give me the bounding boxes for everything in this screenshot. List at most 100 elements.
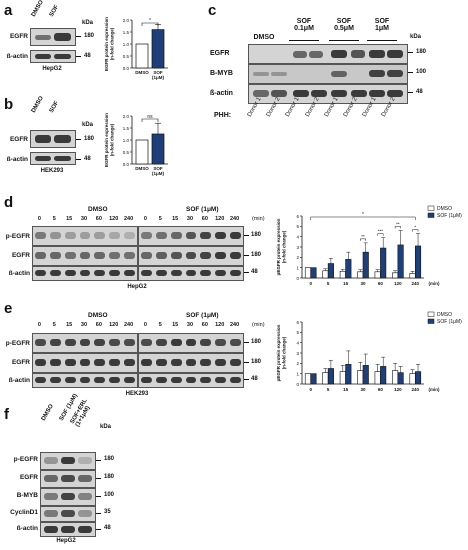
panel-label-f: f: [4, 406, 9, 423]
y-tick-label: 2: [296, 255, 299, 260]
group-label-sof-1: SOF 1μM: [374, 18, 390, 32]
y-axis-label: EGFR protein expression: [104, 113, 109, 167]
marker-180: 180: [84, 136, 95, 142]
chart-a: 0.0 0.5 1.0 1.5 2.0 EGFR protein expression (n…: [104, 17, 168, 80]
y-tick-label: 1.0: [123, 42, 130, 47]
condition-sof: SOF (1μM): [186, 312, 219, 319]
lane-label-dmso: DMSO: [30, 95, 45, 114]
chart-d: 0 1 2 3 4 5 6 pEGFR protein expression (n-fold c…: [276, 205, 462, 286]
significance-label: **: [396, 221, 400, 226]
cell-line-b: HEK293: [40, 168, 64, 174]
row-label-pegfr: p-EGFR: [5, 340, 30, 347]
chart-b: 0.0 0.5 1.0 1.5 2.0 EGFR protein expression (n…: [104, 113, 168, 176]
x-tick-label: 15: [343, 281, 349, 286]
bar: [339, 270, 346, 279]
panel-label-d: d: [4, 194, 14, 211]
bar: [392, 272, 399, 279]
x-tick-label: 30: [360, 387, 366, 392]
y-tick-label: 0: [296, 382, 299, 387]
bar: [414, 371, 422, 385]
time-label: 5: [52, 322, 56, 328]
y-axis-label: pEGFR protein expression: [276, 218, 281, 275]
lane-label-sof: SOF: [48, 4, 61, 18]
blot-e-egfr-dmso: [32, 353, 138, 373]
legend-swatch: [427, 311, 435, 317]
time-label: 15: [172, 322, 179, 328]
time-label: 15: [66, 216, 73, 222]
group-label-dmso: DMSO: [253, 34, 275, 41]
y-axis-label: EGFR protein expression: [104, 17, 109, 71]
y-tick-label: 1.5: [123, 126, 130, 131]
time-label: 60: [95, 322, 102, 328]
blot-d-egfr-sof: [138, 246, 244, 266]
bar: [362, 365, 369, 385]
bar: [304, 267, 312, 279]
significance-label: *: [149, 18, 151, 24]
bar: [310, 373, 317, 385]
legend-swatch: [427, 212, 435, 218]
bar: [345, 259, 352, 279]
bar: [357, 271, 364, 279]
y-tick-label: 2: [296, 361, 299, 366]
x-tick-label: 60: [378, 387, 384, 392]
row-label-egfr: EGFR: [11, 359, 30, 366]
marker-180: 180: [84, 33, 95, 39]
y-tick-label: 0: [296, 276, 299, 281]
bar: [327, 263, 334, 279]
bar: [151, 29, 165, 69]
significance-bracket: [141, 118, 159, 122]
marker-100: 100: [416, 69, 427, 75]
bar: [135, 43, 149, 69]
condition-dmso: DMSO: [88, 312, 108, 319]
blot-f-row: [40, 506, 96, 522]
y-tick-label: 3: [296, 245, 299, 250]
time-label: 120: [109, 216, 119, 222]
row-label-egfr: EGFR: [210, 50, 230, 57]
blot-a-egfr: [30, 28, 76, 46]
x-tick-label: 5: [327, 281, 330, 286]
legend-label: SOF (1μM): [437, 213, 462, 219]
y-tick-label: 0.5: [123, 150, 130, 155]
marker-48: 48: [251, 269, 258, 275]
min-label: (min): [252, 216, 265, 222]
y-axis-label: (n-fold change): [282, 230, 287, 263]
y-tick-label: 0.5: [123, 54, 130, 59]
x-tick-label: (1μM): [152, 75, 165, 80]
x-tick-label: 0: [309, 281, 312, 286]
y-tick-label: 3: [296, 351, 299, 356]
y-tick-label: 4: [296, 234, 299, 239]
phh-label: PHH:: [214, 112, 232, 119]
marker: 35: [104, 509, 111, 515]
cell-line-f: HepG2: [56, 538, 76, 544]
blot-e-actin-dmso: [32, 373, 138, 388]
time-label: 5: [158, 216, 162, 222]
time-label: 30: [80, 322, 88, 328]
time-label: 30: [80, 216, 88, 222]
time-label: 30: [186, 216, 194, 222]
row-label-egfr: EGFR: [9, 33, 28, 40]
min-label: (min): [252, 322, 265, 328]
legend-label: SOF (1μM): [437, 319, 462, 325]
marker-180: 180: [416, 49, 427, 55]
significance-bracket: [377, 233, 384, 236]
significance-label: *: [362, 212, 364, 218]
kda-label: kDa: [410, 34, 422, 40]
blot-b-actin: [30, 152, 76, 165]
bar: [392, 370, 399, 385]
bar: [345, 364, 352, 385]
legend-swatch: [427, 205, 435, 211]
row-label-actin: ß-actin: [8, 377, 30, 384]
kda-label: kDa: [82, 122, 94, 128]
bar: [397, 244, 404, 279]
row-label: ß-actin: [16, 524, 38, 532]
row-label-actin: ß-actin: [6, 53, 28, 60]
time-label: 240: [229, 216, 240, 222]
y-tick-label: 0.0: [123, 162, 130, 167]
x-tick-label: 240: [412, 281, 420, 286]
x-tick-label: 30: [360, 281, 366, 286]
row-label-actin: ß-actin: [8, 270, 30, 277]
panel-label-e: e: [4, 300, 13, 317]
x-tick-label: 120: [394, 387, 402, 392]
time-label: 15: [172, 216, 179, 222]
y-tick-label: 4: [296, 340, 299, 345]
